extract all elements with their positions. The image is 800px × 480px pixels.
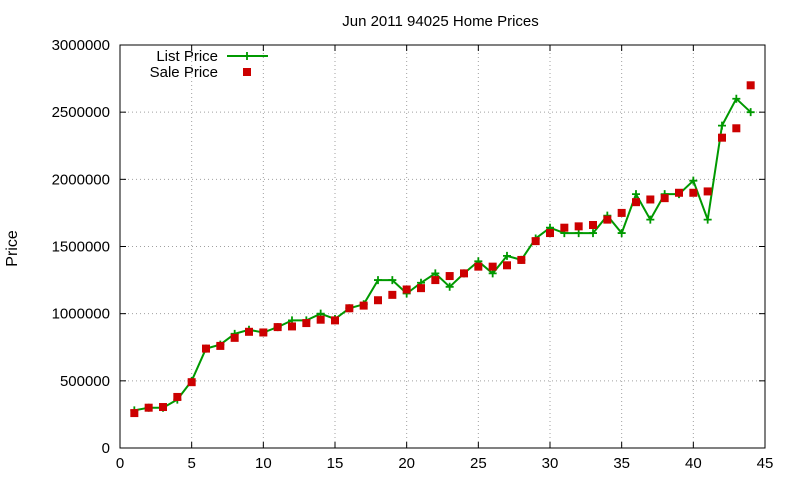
x-tick-label: 40 [685, 455, 702, 472]
series-list-price-line [134, 97, 752, 412]
sale-price-point [732, 124, 741, 133]
sale-price-point [187, 378, 196, 387]
sale-price-point [646, 195, 655, 204]
sale-price-point [675, 188, 683, 197]
y-axis-label: Price [4, 230, 21, 267]
sale-price-point [331, 316, 339, 325]
list-price-point [646, 215, 655, 224]
sale-price-point [517, 255, 526, 264]
x-tick-label: 5 [187, 455, 195, 472]
x-tick-label: 45 [757, 455, 774, 472]
y-tick-label: 2000000 [52, 171, 110, 188]
sale-price-point [603, 215, 612, 224]
x-tick-label: 0 [116, 455, 124, 472]
sale-price-point [230, 333, 239, 342]
y-tick-label: 1500000 [52, 239, 110, 256]
sale-price-point [144, 403, 153, 412]
x-tick-label: 15 [327, 455, 344, 472]
sale-price-point [546, 229, 554, 238]
sale-price-point [460, 269, 468, 278]
sale-price-point [474, 262, 483, 271]
sale-price-point [259, 328, 268, 337]
list-price-point [503, 251, 511, 260]
sale-price-point [374, 296, 382, 305]
sale-price-point [632, 198, 640, 207]
sale-price-point [689, 188, 698, 197]
list-price-point [574, 229, 583, 238]
list-price-point [488, 269, 497, 278]
sale-price-point [159, 403, 167, 412]
sale-price-point [503, 261, 511, 270]
sale-price-point [488, 262, 497, 271]
sale-price-point [617, 208, 626, 217]
list-price-point [718, 121, 726, 130]
list-price-point [388, 276, 397, 285]
list-price-point [431, 269, 440, 278]
y-tick-label: 3000000 [52, 37, 110, 54]
sale-price-point [388, 290, 397, 299]
series-layer [130, 81, 755, 418]
x-tick-label: 35 [613, 455, 630, 472]
x-tick-label: 25 [470, 455, 487, 472]
y-tick-label: 1000000 [52, 306, 110, 323]
y-tick-label: 2500000 [52, 104, 110, 121]
chart-title: Jun 2011 94025 Home Prices [342, 13, 539, 30]
list-price-point [617, 229, 626, 238]
sale-price-point [302, 319, 311, 328]
sale-price-point [431, 276, 440, 285]
y-tick-label: 500000 [60, 373, 110, 390]
x-tick-label: 20 [398, 455, 415, 472]
sale-price-point [173, 392, 182, 401]
sale-price-point [345, 304, 354, 313]
sale-price-point [316, 315, 325, 324]
sale-price-point [589, 221, 597, 230]
x-tick-label: 30 [542, 455, 559, 472]
sale-price-point [746, 81, 755, 90]
sale-price-point [130, 409, 139, 418]
sale-price-point [417, 284, 425, 293]
y-tick-label: 0 [102, 440, 110, 457]
list-price-point [689, 176, 698, 185]
sale-price-point [445, 272, 454, 281]
sale-price-point [288, 322, 296, 331]
sale-price-point [359, 301, 368, 310]
sale-price-point [560, 223, 569, 232]
sale-price-point [531, 237, 540, 246]
axis-ticks: 0 5 10 15 20 25 30 35 40 45 0 500000 1000000 1500000 2… [52, 37, 774, 472]
sale-price-point [273, 323, 282, 332]
sale-price-point [660, 194, 669, 203]
list-price-point [445, 282, 454, 291]
list-price-point [374, 276, 382, 285]
list-price-point [632, 190, 640, 199]
sale-price-point [703, 187, 712, 196]
sale-price-point [402, 285, 411, 294]
x-tick-label: 10 [255, 455, 272, 472]
sale-price-point [202, 344, 210, 353]
sale-price-point [574, 222, 583, 231]
list-price-point [703, 215, 712, 224]
legend-label-list-price: List Price [156, 48, 218, 65]
list-price-point [589, 229, 597, 238]
sale-price-point [245, 327, 253, 336]
list-price-point [746, 108, 755, 117]
legend-label-sale-price: Sale Price [150, 64, 218, 81]
legend-marker-sale-price-square [243, 68, 251, 76]
list-price-point [732, 94, 741, 103]
sale-price-point [718, 133, 726, 142]
legend: List Price Sale Price [150, 48, 268, 81]
legend-marker-list-price-cross [243, 52, 251, 60]
sale-price-point [216, 341, 225, 350]
grid [120, 45, 765, 448]
